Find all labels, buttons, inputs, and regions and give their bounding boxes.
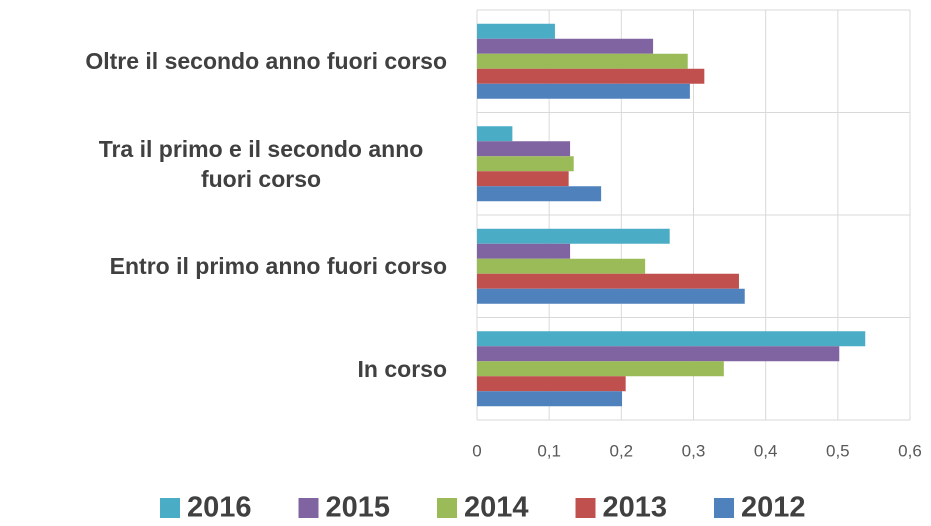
x-tick-label: 0 bbox=[472, 441, 481, 460]
x-tick-label: 0,2 bbox=[610, 441, 634, 460]
legend-swatch bbox=[714, 498, 734, 518]
x-tick-label: 0,5 bbox=[826, 441, 850, 460]
bar bbox=[477, 186, 602, 202]
bar bbox=[477, 346, 840, 362]
bar bbox=[477, 376, 626, 392]
bar bbox=[477, 228, 670, 244]
bar bbox=[477, 171, 569, 187]
legend-label: 2015 bbox=[326, 492, 391, 524]
bar bbox=[477, 361, 724, 377]
bar bbox=[477, 38, 654, 54]
y-tick-label: Entro il primo anno fuori corso bbox=[109, 253, 447, 280]
bar bbox=[477, 23, 555, 39]
bar bbox=[477, 68, 705, 84]
y-tick-label: Tra il primo e il secondo anno fuori cor… bbox=[98, 135, 424, 192]
x-tick-label: 0,6 bbox=[898, 441, 922, 460]
bar bbox=[477, 53, 688, 69]
category-label-box: Entro il primo anno fuori corso bbox=[0, 251, 447, 281]
legend-swatch bbox=[437, 498, 457, 518]
bar bbox=[477, 258, 646, 274]
legend-label: 2012 bbox=[741, 492, 806, 524]
bar bbox=[477, 331, 866, 347]
legend-label: 2013 bbox=[603, 492, 668, 524]
legend-label: 2016 bbox=[187, 492, 252, 524]
bar bbox=[477, 141, 571, 157]
x-tick-label: 0,4 bbox=[754, 441, 778, 460]
legend-swatch bbox=[575, 498, 596, 518]
x-tick-label: 0,1 bbox=[537, 441, 561, 460]
y-tick-label: Oltre il secondo anno fuori corso bbox=[85, 48, 447, 75]
legend-label: 2014 bbox=[464, 492, 529, 524]
bar bbox=[477, 243, 571, 259]
bar bbox=[477, 126, 513, 142]
legend-swatch bbox=[160, 498, 180, 518]
category-label-box: Tra il primo e il secondo anno fuori cor… bbox=[0, 134, 447, 194]
bar bbox=[477, 156, 574, 172]
category-label-box: In corso bbox=[0, 354, 447, 384]
bar bbox=[477, 288, 745, 304]
bar bbox=[477, 391, 623, 407]
bar bbox=[477, 273, 739, 289]
y-tick-label: In corso bbox=[357, 355, 447, 382]
legend-swatch bbox=[298, 498, 319, 518]
bar bbox=[477, 83, 690, 99]
x-tick-label: 0,3 bbox=[682, 441, 706, 460]
category-label-box: Oltre il secondo anno fuori corso bbox=[0, 46, 447, 76]
